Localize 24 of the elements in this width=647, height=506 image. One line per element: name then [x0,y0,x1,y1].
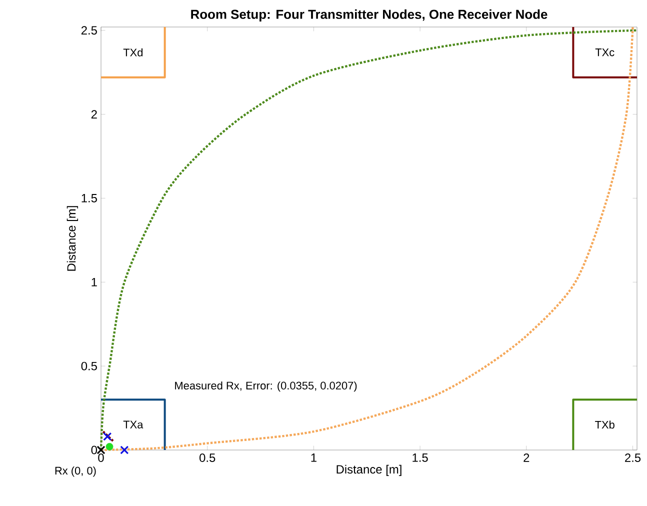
x-axis-title: Distance [m] [336,464,402,476]
y-tick-label: 1 [92,278,97,286]
x-tick-label: 0 [98,454,104,462]
annotation: TXa [123,420,144,428]
annotation: TXb [595,420,614,429]
y-tick-label: 2.5 [81,26,97,35]
point [106,442,114,450]
y-tick-label: 0.5 [81,362,97,370]
point [120,446,129,454]
x-tick-label: 1 [311,454,316,462]
chart-title: Room Setup: Four Transmitter Nodes, One Receiver Node [191,9,548,22]
annotation: Measured Rx, Error: (0.0355, 0.0207) [175,381,357,392]
y-axis-title: Distance [m] [66,206,78,271]
y-tick-label: 0 [91,446,98,454]
annotation: TXc [595,48,614,56]
y-tick-label: 1.5 [82,194,97,202]
x-tick-label: 2.5 [625,454,641,462]
x-tick-label: 1.5 [412,454,428,462]
annotation: Rx (0, 0) [55,466,96,477]
y-tick-label: 2 [91,110,97,118]
x-tick-label: 2 [524,454,530,462]
point [103,432,112,441]
x-tick-label: 0.5 [200,454,216,462]
annotation: TXd [123,48,143,56]
